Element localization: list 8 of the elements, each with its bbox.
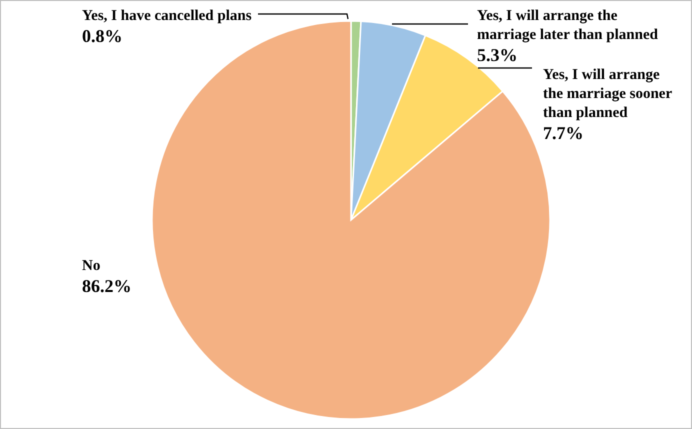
data-label: 86.2%	[82, 276, 132, 296]
data-label: 0.8%	[82, 26, 122, 46]
data-label: 7.7%	[543, 123, 584, 143]
slice-label: Yes, I have cancelled plans	[82, 8, 252, 24]
slice-label: Yes, I will arrange the marriage later than planned	[477, 8, 659, 43]
slice-label: No	[82, 258, 100, 274]
data-label: 5.3%	[477, 45, 518, 65]
slice-label: Yes, I will arrange the marriage sooner than planned	[543, 67, 672, 121]
